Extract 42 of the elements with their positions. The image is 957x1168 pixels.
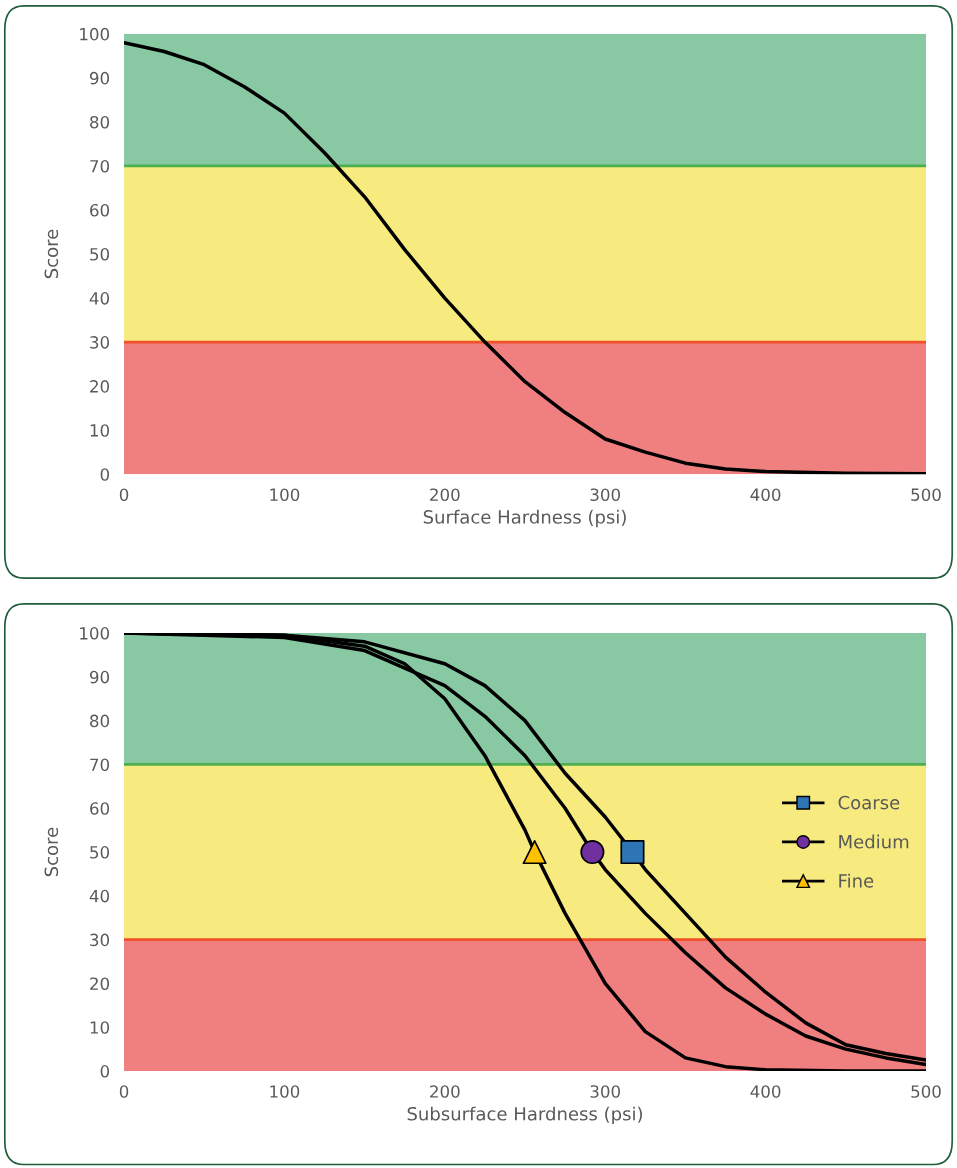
x-tick-label: 300: [590, 1085, 621, 1098]
x-axis-title: Surface Hardness (psi): [423, 509, 626, 528]
y-tick-label: 80: [90, 714, 110, 728]
y-tick-label: 100: [80, 27, 110, 41]
x-tick-label: 200: [430, 488, 460, 501]
y-tick-label: 40: [89, 889, 110, 903]
x-tick-label: 0: [119, 1085, 129, 1098]
y-tick-label: 0: [100, 468, 110, 481]
x-tick-label: 0: [119, 488, 129, 501]
legend-label: Fine: [839, 873, 874, 888]
y-axis-title: Score: [44, 229, 59, 279]
x-tick-label: 400: [750, 1085, 781, 1098]
y-tick-label: 100: [80, 627, 110, 640]
y-axis-title: Score: [44, 827, 59, 877]
y-tick-label: 50: [90, 846, 110, 859]
y-tick-label: 30: [90, 933, 110, 947]
y-tick-label: 40: [89, 292, 110, 305]
legend-label: Medium: [839, 834, 909, 849]
x-tick-label: 100: [270, 488, 300, 501]
y-tick-label: 90: [89, 670, 110, 684]
y-tick-label: 80: [90, 115, 110, 129]
y-tick-label: 60: [90, 203, 110, 217]
legend-label: Coarse: [838, 795, 900, 810]
line-series: [124, 40, 926, 475]
x-tick-label: 500: [911, 488, 941, 501]
y-tick-label: 70: [90, 758, 110, 772]
x-tick-label: 500: [911, 1085, 941, 1098]
x-axis-title: Subsurface Hardness (psi): [407, 1106, 643, 1125]
y-tick-label: 10: [90, 424, 110, 437]
x-tick-label: 200: [430, 1085, 460, 1098]
x-tick-label: 300: [590, 488, 621, 501]
y-tick-label: 70: [90, 159, 110, 173]
x-tick-label: 100: [270, 1085, 300, 1098]
y-tick-label: 50: [90, 248, 110, 261]
y-tick-label: 90: [89, 71, 110, 85]
y-tick-label: 20: [90, 380, 110, 393]
y-tick-label: 20: [90, 977, 110, 991]
y-tick-label: 0: [100, 1065, 110, 1078]
y-tick-label: 30: [90, 336, 110, 349]
x-tick-label: 400: [750, 488, 781, 501]
y-tick-label: 60: [90, 802, 110, 815]
y-tick-label: 10: [90, 1021, 110, 1034]
